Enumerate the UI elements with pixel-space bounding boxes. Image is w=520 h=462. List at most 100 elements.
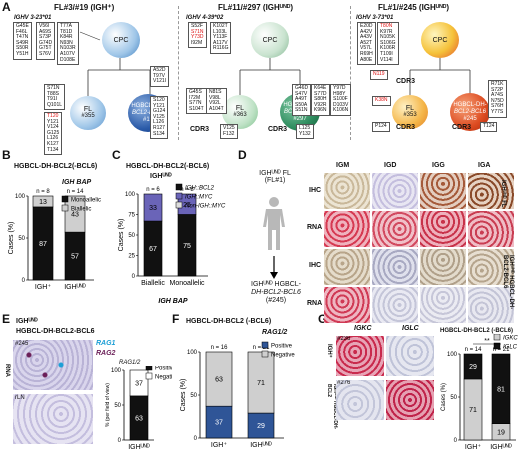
legend-label: Positive bbox=[155, 366, 172, 372]
cpc-node: CPC bbox=[251, 22, 289, 58]
data-label: 43 bbox=[71, 212, 79, 219]
cdr3-label: CDR3 bbox=[190, 126, 210, 133]
mutation-box: V125 F132 bbox=[220, 124, 238, 140]
x-tick-label: IGHᵁᴺᴰ bbox=[250, 442, 272, 449]
panel-label-b: B bbox=[2, 148, 11, 162]
chart-title: HGBCL-DH-BCL2 (-BCL6) bbox=[440, 328, 513, 334]
y-tick-label: 100 bbox=[111, 368, 122, 374]
cdr3-label: CDR3 bbox=[452, 124, 472, 131]
x-tick-label: IGHᵁᴺᴰ bbox=[490, 444, 512, 451]
cpc-node: CPC bbox=[102, 22, 140, 58]
y-tick-label: 50 bbox=[18, 236, 25, 242]
mutation-box: T77A T81D K84R N93N N103R A107V D108E bbox=[57, 22, 79, 66]
legend-label: Monoallelic bbox=[71, 198, 101, 204]
y-tick-label: 100 bbox=[447, 352, 458, 358]
data-label: 33 bbox=[149, 205, 157, 212]
legend-title: IGH BAP bbox=[62, 179, 92, 186]
micrograph-tile bbox=[420, 287, 466, 323]
human-figure-icon bbox=[263, 197, 285, 250]
chart-b: 0 50 100 Cases (%) 87 13 IGH⁺ n = 8 57 43 IGHᵁᴺᴰ n … bbox=[8, 189, 101, 291]
n-label: n = 8 bbox=[180, 187, 194, 193]
panel-label-d: D bbox=[238, 148, 247, 162]
data-label: 29 bbox=[469, 364, 477, 371]
bar-segment bbox=[129, 369, 149, 397]
row-label-rna: RNA bbox=[307, 300, 323, 307]
micrograph: #245 bbox=[13, 340, 93, 390]
mutation-box: P124 bbox=[372, 122, 390, 132]
legend-swatch bbox=[493, 342, 501, 350]
data-label: 71 bbox=[257, 380, 265, 387]
chart-f: 0 50 100 Cases (%) 37 63 IGH⁺ n = 16 29 71 IGHᵁᴺᴰ n… bbox=[180, 341, 295, 449]
bar-segment bbox=[32, 195, 54, 208]
data-label: 87 bbox=[39, 241, 47, 248]
panel-label-a: A bbox=[2, 0, 11, 14]
case-title: FL#1/#245 (IGHᵁᴺᴰ) bbox=[378, 3, 450, 12]
legend-swatch bbox=[61, 204, 69, 212]
fl-label: IGHᵁᴺᴰ FL (FL#1) bbox=[259, 170, 291, 184]
legend-swatch bbox=[261, 341, 269, 349]
chart-title: HGBCL-DH-BCL2(-BCL6) bbox=[126, 163, 210, 170]
micrograph-tile bbox=[324, 211, 370, 247]
data-label: 81 bbox=[497, 386, 505, 393]
cdr3-label: CDR3 bbox=[396, 78, 416, 85]
data-label: 67 bbox=[149, 246, 157, 253]
mutation-box: K38N bbox=[372, 96, 391, 106]
x-tick-label: IGHᵁᴺᴰ bbox=[128, 444, 150, 451]
row-label-rna: RNA bbox=[307, 224, 323, 231]
panel-label-e: E bbox=[2, 312, 11, 326]
mutation-box: T120 Y121 V124 G125 L126 K127 T134 bbox=[44, 112, 63, 156]
data-label: 75 bbox=[183, 243, 191, 250]
mutation-box: G45E F46L T47N S49R S50R Y51H bbox=[13, 22, 32, 60]
case-label: rLN bbox=[15, 395, 25, 401]
case-title: FL#11/#297 (IGHᵁᴺᴰ) bbox=[218, 3, 294, 12]
legend-swatch bbox=[175, 183, 183, 191]
n-label: n = 21 bbox=[493, 347, 511, 353]
y-tick-label: 0 bbox=[194, 436, 198, 442]
micrograph-tile bbox=[324, 249, 370, 285]
col-header-igm: IGM bbox=[336, 162, 350, 169]
micrograph: #236 bbox=[336, 336, 384, 376]
case-label: #245 bbox=[15, 341, 29, 347]
data-label: 63 bbox=[215, 377, 223, 384]
y-axis-label: Cases (%) bbox=[180, 379, 187, 412]
panel-label-f: F bbox=[172, 312, 180, 326]
micrograph-tile bbox=[324, 287, 370, 323]
micrograph bbox=[386, 380, 434, 420]
n-label: n = 16 bbox=[211, 345, 229, 351]
legend-swatch bbox=[175, 201, 183, 209]
y-tick-label: 50 bbox=[190, 393, 197, 399]
chart-title: HGBCL-DH-BCL2-BCL6 bbox=[16, 328, 95, 335]
mutation-box: T124 bbox=[480, 122, 498, 132]
legend-label: IGH::MYC bbox=[185, 195, 213, 201]
y-tick-label: 0 bbox=[118, 438, 122, 444]
legend-swatch bbox=[261, 350, 269, 358]
micrograph-tile bbox=[372, 211, 418, 247]
micrograph-tile bbox=[372, 173, 418, 209]
legend-rag2: RAG2 bbox=[96, 350, 116, 357]
mutation-box: N81S V98L V92L A104T bbox=[206, 88, 227, 115]
y-tick-label: 100 bbox=[187, 350, 198, 356]
legend-label: IGH::BCL2 bbox=[185, 186, 215, 192]
legend-label: Negative bbox=[271, 353, 295, 359]
data-label: 63 bbox=[135, 415, 143, 422]
legend-swatch bbox=[145, 366, 153, 371]
legend-swatch bbox=[175, 192, 183, 200]
chart-title: HGBCL-DH-BCL2 (-BCL6) bbox=[186, 318, 272, 325]
mutation-box: L125 Y132 bbox=[296, 124, 314, 140]
col-header-igd: IGD bbox=[384, 162, 397, 169]
micrograph-tile bbox=[372, 249, 418, 285]
micrograph-tile bbox=[420, 211, 466, 247]
y-tick-label: 50 bbox=[450, 395, 457, 401]
micrograph-tile bbox=[420, 173, 466, 209]
cdr3-label: CDR3 bbox=[396, 124, 416, 131]
micrograph: #276 bbox=[336, 380, 384, 420]
mutation-box: S120 Y121 G124 V125 L126 R127 S134 bbox=[150, 96, 169, 140]
mutation-box: S71N T88S T91I Q101L bbox=[44, 84, 66, 111]
fl-node: FL #355 bbox=[70, 96, 106, 130]
y-tick-label: 50 bbox=[128, 233, 135, 239]
data-label: 37 bbox=[135, 380, 143, 387]
n-label: n = 21 bbox=[253, 345, 271, 351]
mutation-box: K64E S77D S80H V92R K96N bbox=[311, 84, 330, 116]
mutation-box: Y97D H98Y S100F D103V K106N bbox=[330, 84, 352, 116]
col-header-iglc: IGLC bbox=[402, 325, 419, 332]
